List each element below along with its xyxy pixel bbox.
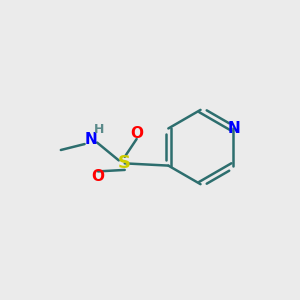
Text: O: O bbox=[130, 126, 143, 141]
Text: N: N bbox=[228, 121, 241, 136]
Text: H: H bbox=[94, 123, 105, 136]
Text: N: N bbox=[84, 132, 97, 147]
Text: O: O bbox=[92, 169, 104, 184]
Text: S: S bbox=[118, 154, 131, 172]
